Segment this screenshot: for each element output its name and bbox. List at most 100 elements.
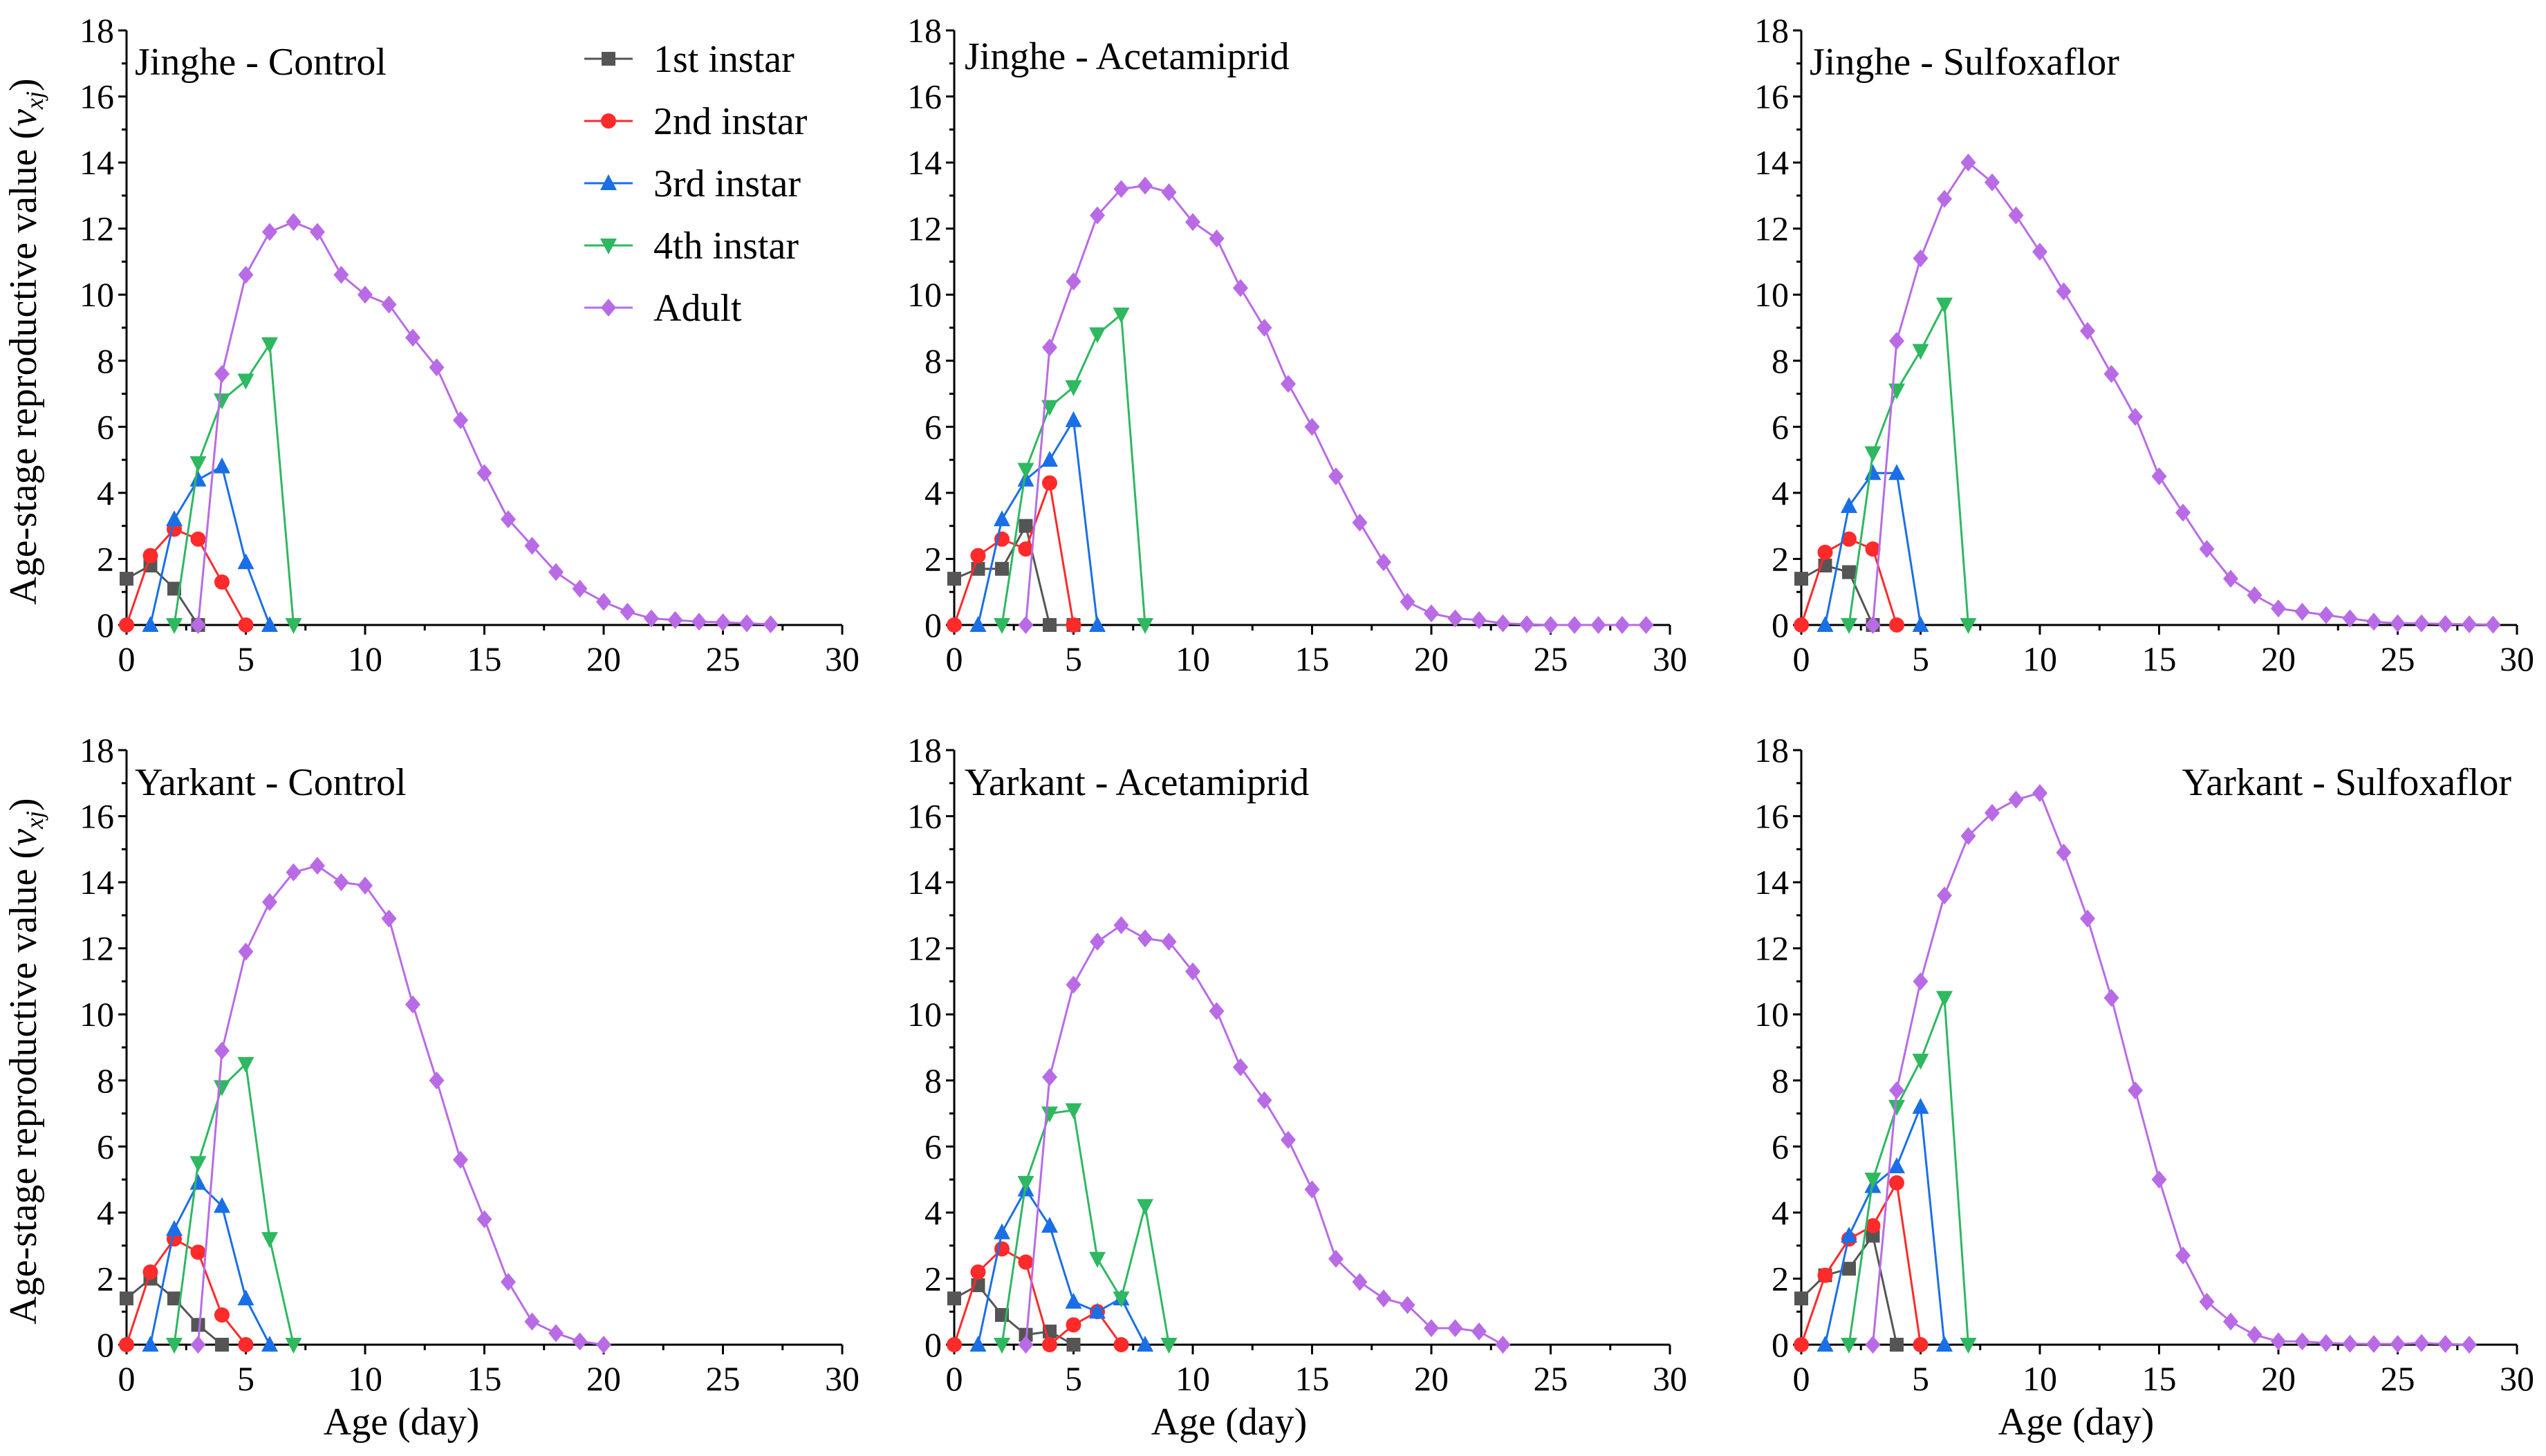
data-point-2nd-instar bbox=[1066, 617, 1081, 633]
series-line-4th-instar bbox=[1848, 301, 1969, 626]
series-line-adult bbox=[1025, 924, 1504, 1346]
x-tick-label: 15 bbox=[1295, 640, 1330, 678]
data-point-adult bbox=[1471, 610, 1487, 629]
x-tick-label: 25 bbox=[1534, 1359, 1568, 1398]
data-point-adult bbox=[2032, 243, 2047, 261]
data-point-adult bbox=[501, 1273, 516, 1291]
x-tick-label: 5 bbox=[1065, 1359, 1082, 1398]
data-point-adult bbox=[381, 295, 397, 314]
data-point-3rd-instar bbox=[1041, 1217, 1058, 1233]
data-point-adult bbox=[429, 358, 445, 377]
data-point-adult bbox=[1960, 153, 1976, 172]
data-point-adult bbox=[1161, 933, 1177, 951]
y-axis-title-close: ) bbox=[2, 78, 45, 91]
y-tick-label: 10 bbox=[1754, 275, 1789, 314]
data-point-3rd-instar bbox=[1888, 464, 1905, 480]
data-point-adult bbox=[2199, 1292, 2215, 1311]
data-point-4th-instar bbox=[1113, 307, 1130, 324]
y-tick-label: 8 bbox=[97, 342, 114, 380]
data-point-2nd-instar bbox=[1113, 1337, 1129, 1352]
y-tick-label: 10 bbox=[907, 275, 942, 314]
series-line-4th-instar bbox=[173, 1061, 295, 1345]
data-point-2nd-instar bbox=[119, 1337, 134, 1352]
data-point-2nd-instar bbox=[1018, 1254, 1034, 1270]
x-tick-label: 20 bbox=[1414, 1359, 1449, 1398]
y-tick-label: 16 bbox=[80, 77, 114, 116]
data-point-3rd-instar bbox=[1912, 1098, 1929, 1114]
panel-title: Jinghe - Sulfoxaflor bbox=[1810, 41, 2119, 84]
data-point-4th-instar bbox=[261, 1232, 278, 1249]
data-point-adult bbox=[2056, 282, 2072, 301]
data-point-2nd-instar bbox=[1794, 617, 1809, 633]
y-axis-symbol: v bbox=[2, 109, 45, 127]
data-point-adult bbox=[1209, 1002, 1225, 1020]
data-point-4th-instar bbox=[1936, 991, 1953, 1007]
data-point-adult bbox=[524, 536, 540, 555]
y-tick-label: 6 bbox=[97, 407, 114, 446]
data-point-adult bbox=[1304, 1180, 1320, 1199]
data-point-adult bbox=[2080, 321, 2095, 340]
panel-title: Yarkant - Sulfoxaflor bbox=[2182, 761, 2512, 804]
data-point-adult bbox=[1328, 467, 1344, 485]
data-point-adult bbox=[2390, 614, 2406, 633]
data-point-adult bbox=[286, 863, 301, 881]
data-point-4th-instar bbox=[214, 393, 230, 410]
data-point-adult bbox=[2247, 586, 2262, 604]
data-point-adult bbox=[2342, 1334, 2358, 1353]
y-tick-label: 12 bbox=[80, 929, 114, 968]
data-point-adult bbox=[1018, 616, 1034, 634]
data-point-2nd-instar bbox=[1841, 531, 1857, 547]
data-point-adult bbox=[1209, 230, 1225, 248]
legend-marker-3rd-instar bbox=[600, 174, 617, 190]
x-tick-label: 20 bbox=[2261, 640, 2296, 678]
data-point-adult bbox=[2032, 784, 2047, 803]
data-point-2nd-instar bbox=[1865, 1218, 1881, 1233]
data-point-adult bbox=[1328, 1249, 1344, 1268]
legend-item-3rd-instar: 3rd instar bbox=[584, 162, 801, 205]
data-point-2nd-instar bbox=[190, 1244, 206, 1260]
x-tick-label: 15 bbox=[467, 640, 502, 678]
data-point-3rd-instar bbox=[994, 510, 1010, 527]
y-tick-label: 2 bbox=[97, 539, 114, 578]
x-tick-label: 20 bbox=[2261, 1359, 2296, 1398]
data-point-adult bbox=[1233, 1058, 1248, 1076]
data-point-adult bbox=[2414, 614, 2429, 633]
x-axis-title: Age (day) bbox=[1151, 1401, 1307, 1444]
y-tick-label: 2 bbox=[1772, 539, 1789, 578]
data-point-2nd-instar bbox=[1018, 541, 1034, 557]
y-axis-title-text: Age-stage reproductive value ( bbox=[2, 127, 45, 605]
data-point-adult bbox=[2103, 989, 2119, 1007]
data-point-2nd-instar bbox=[142, 548, 158, 563]
data-point-adult bbox=[1447, 609, 1463, 628]
data-point-3rd-instar bbox=[969, 616, 987, 632]
data-point-2nd-instar bbox=[190, 531, 206, 547]
data-point-4th-instar bbox=[1160, 1338, 1178, 1354]
data-point-4th-instar bbox=[166, 1338, 183, 1354]
x-tick-label: 20 bbox=[586, 640, 621, 678]
y-tick-label: 10 bbox=[1754, 995, 1789, 1034]
data-point-adult bbox=[190, 616, 206, 634]
y-tick-label: 0 bbox=[97, 606, 114, 644]
data-point-adult bbox=[596, 592, 611, 611]
series-4th-instar bbox=[994, 1103, 1178, 1354]
data-point-adult bbox=[2247, 1325, 2262, 1344]
data-point-3rd-instar bbox=[1816, 616, 1834, 632]
series-3rd-instar bbox=[969, 1180, 1153, 1352]
y-axis-title-text: Age-stage reproductive value ( bbox=[2, 846, 45, 1325]
y-tick-label: 16 bbox=[907, 797, 942, 836]
data-point-adult bbox=[1233, 279, 1248, 297]
x-tick-label: 10 bbox=[1176, 1359, 1210, 1398]
data-point-3rd-instar bbox=[1137, 1336, 1153, 1352]
data-point-adult bbox=[262, 893, 277, 911]
y-tick-label: 6 bbox=[1772, 407, 1789, 446]
data-point-adult bbox=[453, 1150, 468, 1169]
x-tick-label: 5 bbox=[1912, 1359, 1929, 1398]
data-point-4th-instar bbox=[285, 1338, 302, 1354]
x-tick-label: 10 bbox=[2023, 640, 2057, 678]
panel-title: Yarkant - Control bbox=[135, 761, 407, 804]
data-point-adult bbox=[2128, 408, 2143, 426]
series-line-2nd-instar bbox=[1800, 1179, 1922, 1345]
data-point-adult bbox=[1185, 962, 1200, 981]
data-point-adult bbox=[1352, 513, 1368, 532]
